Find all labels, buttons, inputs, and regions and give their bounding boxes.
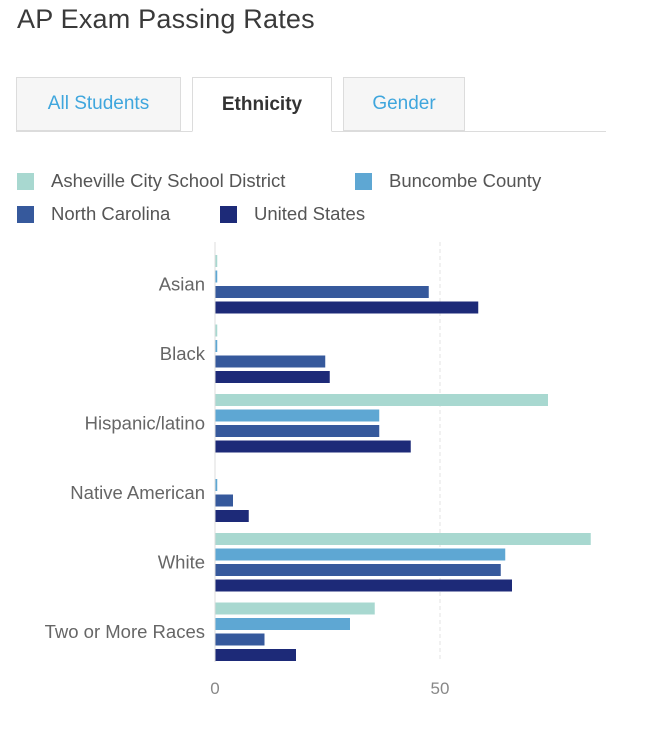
tab-gender[interactable]: Gender	[343, 77, 465, 131]
legend-swatch-asheville	[17, 172, 34, 190]
tab-all-students[interactable]: All Students	[16, 77, 181, 131]
category-label-3: Native American	[70, 482, 205, 503]
category-label-4: White	[158, 551, 205, 572]
bar-3-2	[215, 494, 233, 507]
bar-4-3	[215, 579, 512, 592]
bar-1-1	[215, 340, 218, 352]
x-tick-label-0: 0	[210, 679, 219, 698]
bar-5-0	[215, 602, 375, 615]
legend-item-asheville[interactable]: Asheville City School District	[17, 170, 285, 192]
page-title: AP Exam Passing Rates	[17, 4, 315, 34]
bar-0-3	[215, 301, 479, 314]
bar-0-2	[215, 286, 429, 298]
bar-0-0	[215, 255, 218, 267]
bar-2-0	[215, 394, 548, 406]
x-tick-label-1: 50	[431, 679, 450, 698]
bar-4-0	[215, 533, 591, 545]
legend-item-buncombe[interactable]: Buncombe County	[355, 170, 541, 192]
bar-2-2	[215, 425, 380, 437]
bar-0-1	[215, 270, 218, 283]
category-label-2: Hispanic/latino	[85, 412, 205, 433]
legend-swatch-north-carolina	[17, 205, 34, 223]
legend-label-united-states: United States	[254, 203, 366, 224]
bar-1-3	[215, 371, 330, 383]
bar-4-2	[215, 564, 501, 576]
bar-2-3	[215, 440, 411, 453]
tab-ethnicity[interactable]: Ethnicity	[192, 77, 332, 132]
legend-swatch-united-states	[220, 205, 237, 223]
bar-5-3	[215, 649, 296, 661]
bar-2-1	[215, 409, 380, 422]
bar-1-2	[215, 355, 326, 368]
category-label-5: Two or More Races	[45, 621, 205, 642]
legend-item-united-states[interactable]: United States	[220, 203, 365, 225]
legend-item-north-carolina[interactable]: North Carolina	[17, 203, 170, 225]
legend-swatch-buncombe	[355, 172, 372, 190]
bar-3-3	[215, 510, 249, 522]
bar-3-1	[215, 479, 218, 491]
legend-label-north-carolina: North Carolina	[51, 203, 171, 224]
bar-4-1	[215, 548, 506, 561]
legend-label-asheville: Asheville City School District	[51, 170, 286, 191]
tab-bar: All Students Ethnicity Gender	[16, 77, 606, 132]
bar-5-1	[215, 618, 350, 630]
bar-chart: 0 50 Asian Black Hispanic/latino Native Ameri…	[45, 242, 591, 698]
legend-label-buncombe: Buncombe County	[389, 170, 542, 191]
category-label-1: Black	[160, 343, 206, 364]
bar-1-0	[215, 324, 218, 337]
bar-5-2	[215, 633, 265, 646]
category-label-0: Asian	[159, 273, 205, 294]
